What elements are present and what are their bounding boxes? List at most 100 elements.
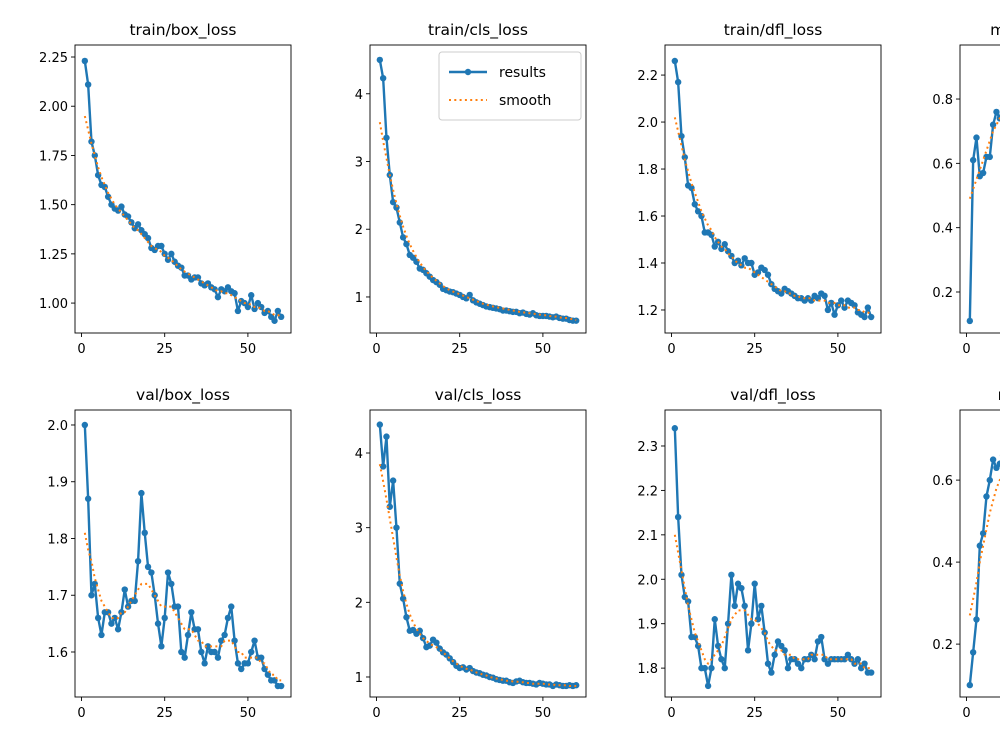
point xyxy=(88,138,95,145)
point xyxy=(718,656,725,663)
point xyxy=(694,208,702,215)
point xyxy=(158,643,165,650)
point xyxy=(164,569,172,576)
point xyxy=(389,477,397,484)
point xyxy=(264,307,272,315)
point xyxy=(814,638,822,645)
point xyxy=(748,620,755,627)
point xyxy=(708,664,715,672)
x-tick-label: 25 xyxy=(156,342,173,357)
point xyxy=(996,460,1000,467)
y-tick-label: 1.25 xyxy=(39,248,68,263)
point xyxy=(84,81,92,88)
subplot-title: metrics/mAP50(B) xyxy=(998,386,1000,404)
axes-frame xyxy=(369,44,587,334)
x-tick-label: 25 xyxy=(156,706,173,721)
subplot-title: train/box_loss xyxy=(129,21,236,40)
y-tick-label: 1.6 xyxy=(637,210,658,225)
point xyxy=(108,620,115,627)
point xyxy=(134,557,142,565)
point xyxy=(989,456,997,463)
x-tick-label: 0 xyxy=(962,342,970,357)
x-tick-label: 0 xyxy=(667,342,675,357)
point xyxy=(88,592,95,599)
point xyxy=(277,682,285,690)
legend-box xyxy=(438,51,582,121)
point xyxy=(174,603,182,610)
point xyxy=(101,183,108,191)
point xyxy=(764,660,772,667)
point xyxy=(214,293,222,301)
axes-frame xyxy=(959,44,1000,334)
point xyxy=(966,317,974,325)
point xyxy=(704,682,712,690)
y-tick-label: 1.00 xyxy=(39,297,68,312)
axes-frame xyxy=(664,44,882,334)
point xyxy=(844,651,852,658)
point xyxy=(244,303,252,311)
y-tick-label: 1.9 xyxy=(637,618,658,633)
point xyxy=(168,250,175,258)
point xyxy=(761,266,768,274)
subplot: metrics/mAP50(B)025500.20.40.6 xyxy=(932,386,1000,721)
legend-marker xyxy=(464,68,472,76)
point xyxy=(986,476,993,484)
y-tick-label: 2.2 xyxy=(637,69,658,84)
point xyxy=(989,121,997,128)
point xyxy=(251,637,258,644)
point xyxy=(758,602,765,610)
y-tick-label: 1.50 xyxy=(39,199,68,214)
y-tick-label: 2.3 xyxy=(637,440,658,455)
y-tick-label: 0.6 xyxy=(932,157,953,172)
point xyxy=(104,193,112,200)
point xyxy=(966,681,974,689)
y-tick-label: 1.8 xyxy=(47,532,68,547)
point xyxy=(258,654,265,661)
x-tick-label: 0 xyxy=(962,706,970,721)
y-tick-label: 4 xyxy=(355,88,363,103)
point xyxy=(154,620,162,627)
subplot: train/box_loss 0 25 50 1.00 1.25 1.50 1.75 2.00 2… xyxy=(39,21,292,357)
point xyxy=(251,305,258,313)
y-tick-label: 1 xyxy=(355,291,363,306)
point xyxy=(857,664,865,672)
point xyxy=(248,648,255,656)
point xyxy=(231,290,238,297)
point xyxy=(121,586,128,593)
point xyxy=(784,664,792,672)
point xyxy=(141,529,148,537)
point xyxy=(81,421,89,429)
y-tick-label: 1.6 xyxy=(47,646,68,661)
smooth-line xyxy=(378,464,577,687)
point xyxy=(201,660,208,667)
point xyxy=(383,134,390,141)
point xyxy=(466,291,473,299)
y-tick-label: 2.1 xyxy=(637,529,658,544)
y-tick-label: 0.2 xyxy=(932,638,953,653)
y-tick-label: 1.8 xyxy=(637,662,658,677)
point xyxy=(134,221,142,228)
point xyxy=(774,638,782,645)
y-tick-label: 1.4 xyxy=(637,257,658,272)
point xyxy=(821,292,828,300)
point xyxy=(824,660,832,667)
point xyxy=(91,152,99,159)
y-tick-label: 0.4 xyxy=(932,556,953,571)
y-tick-label: 1.75 xyxy=(39,149,68,164)
point xyxy=(98,631,105,639)
point xyxy=(778,642,785,650)
point xyxy=(828,299,835,307)
axes-frame xyxy=(74,44,292,334)
point xyxy=(691,201,698,208)
point xyxy=(674,513,682,521)
point xyxy=(768,669,775,676)
legend-label: smooth xyxy=(499,93,551,109)
point xyxy=(194,626,202,633)
y-tick-label: 0.2 xyxy=(932,286,953,301)
point xyxy=(751,580,758,587)
y-tick-label: 2.2 xyxy=(637,484,658,499)
subplot-title: val/cls_loss xyxy=(435,386,522,405)
x-tick-label: 0 xyxy=(77,706,85,721)
point xyxy=(731,602,738,610)
point xyxy=(181,654,188,661)
